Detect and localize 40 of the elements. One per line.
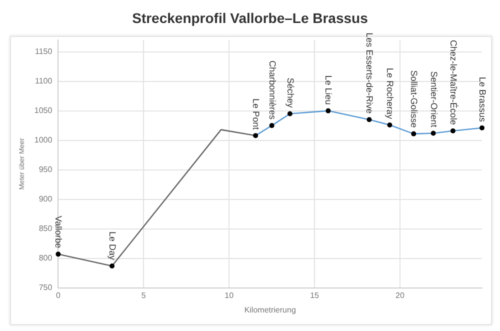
annotation: Le Rocheray bbox=[385, 68, 396, 120]
point bbox=[387, 122, 392, 128]
annotation: Le Brassus bbox=[478, 76, 488, 122]
y-tick-label: 950 bbox=[38, 165, 53, 174]
chart-title: Streckenprofil Vallorbe–Le Brassus bbox=[131, 10, 369, 26]
point bbox=[287, 111, 292, 116]
point bbox=[480, 125, 484, 130]
annotation: Le Lieu bbox=[324, 75, 334, 105]
y-tick-label: 800 bbox=[38, 254, 53, 263]
x-tick-label: 5 bbox=[141, 290, 146, 300]
annotation: Sentier-Orient bbox=[428, 71, 439, 128]
y-tick-label: 1150 bbox=[34, 47, 53, 56]
y-tick-label: 900 bbox=[38, 194, 53, 204]
x-axis-title: Kilometrierung bbox=[244, 305, 296, 314]
point bbox=[326, 108, 331, 114]
annotation: Chez-le-Maître-École bbox=[448, 40, 458, 125]
x-tick-label: 10 bbox=[224, 290, 234, 300]
y-tick-label: 850 bbox=[38, 224, 53, 234]
x-tick-label: 15 bbox=[310, 290, 320, 300]
y-tick-label: 1100 bbox=[34, 76, 53, 86]
annotation: Le Day bbox=[108, 231, 118, 260]
annotation: Vallorbe bbox=[54, 216, 64, 248]
y-tick-label: 1050 bbox=[34, 106, 53, 116]
annotation: Solliat-Golisse bbox=[409, 70, 420, 128]
annotation: Le Pont bbox=[251, 98, 262, 130]
point bbox=[450, 128, 456, 134]
x-tick-label: 20 bbox=[396, 290, 405, 300]
y-tick-label: 750 bbox=[38, 283, 53, 292]
point bbox=[411, 131, 416, 136]
annotation: Séchey bbox=[285, 78, 296, 108]
point bbox=[430, 130, 436, 136]
point bbox=[56, 252, 61, 257]
point bbox=[269, 123, 274, 128]
x-tick-label: 0 bbox=[56, 290, 61, 300]
annotation: Les Esserts-de-Rive bbox=[364, 32, 375, 114]
point bbox=[110, 263, 115, 268]
point bbox=[366, 117, 372, 122]
point bbox=[253, 133, 258, 138]
y-tick-label: 1000 bbox=[34, 136, 53, 145]
annotation: Charbonnières bbox=[267, 60, 278, 120]
